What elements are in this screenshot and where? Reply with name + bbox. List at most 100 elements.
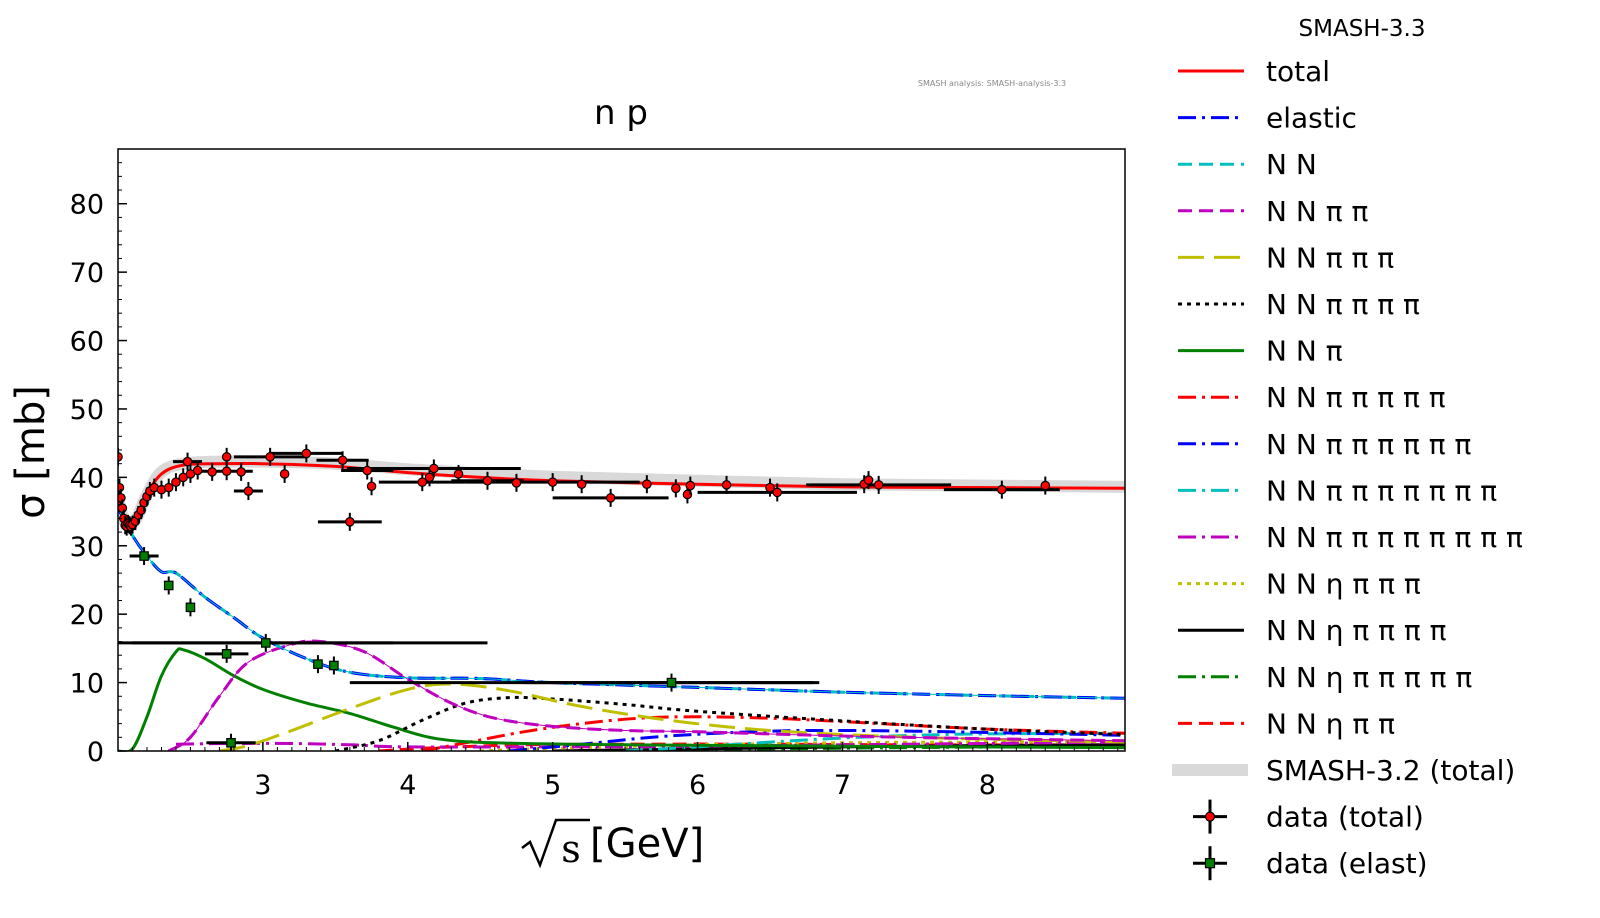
data-point-total (685, 480, 696, 491)
y-axis-label: σ [mb] (8, 385, 54, 519)
data-point-elast (139, 551, 149, 561)
data-point-total (576, 479, 587, 490)
analysis-note: SMASH analysis: SMASH-analysis-3.3 (918, 79, 1066, 88)
legend-label: N N η π π π π (1266, 614, 1447, 647)
chart-title: n p (594, 93, 648, 133)
legend-marker (1204, 858, 1216, 869)
data-point-total (118, 482, 125, 493)
series-n-n-pi-pi-pi-pi-pi-pi-pi-pi (175, 740, 1125, 749)
legend-item-n-n-pi-pi-pi-pi-pi-pi: N N π π π π π π (1178, 428, 1471, 461)
x-tick-label: 6 (689, 770, 706, 801)
legend-label: N N π π (1266, 195, 1368, 228)
data-point-total (424, 472, 435, 483)
series-n-n-thin (118, 507, 1125, 699)
data-point-total (301, 448, 312, 459)
legend-label: N N (1266, 148, 1317, 181)
data-point-elast (163, 580, 174, 591)
legend-label: N N η π π π (1266, 568, 1421, 601)
data-point-total (721, 480, 732, 490)
y-tick-label: 50 (70, 395, 104, 426)
data-point-total (279, 469, 290, 479)
legend-item-n-n-pi-pi: N N π π (1178, 195, 1368, 228)
legend-label: N N π π π π π π π (1266, 474, 1497, 507)
data-point-total (243, 486, 254, 496)
data-point-total (221, 452, 232, 462)
data-point-total (171, 477, 181, 487)
legend-label: data (elast) (1266, 847, 1428, 880)
data-point-elast (185, 602, 196, 613)
legend: SMASH-3.3 total elastic N N N N π π N N π π … (1172, 16, 1523, 881)
data-point-total (221, 466, 232, 477)
x-tick-label: 8 (979, 770, 996, 801)
legend-item-smash-3-2-total: SMASH-3.2 (total) (1172, 754, 1515, 787)
legend-item-n-n-pi: N N π (1178, 335, 1343, 368)
y-tick-label: 0 (87, 737, 104, 768)
y-tick-label: 10 (70, 669, 104, 700)
legend-label: total (1266, 55, 1330, 88)
data-point-elast (221, 649, 232, 659)
series-n-n-pi-pi-pi-pi-pi-pi (509, 728, 1125, 751)
data-point-total (863, 475, 874, 485)
x-axis-label-text: [GeV] (590, 821, 704, 867)
series-n-n (118, 507, 1125, 700)
x-axis-label: s [GeV] (521, 818, 704, 871)
data-point-total (605, 493, 616, 503)
series-n-n-pi-pi-thin (168, 640, 1125, 751)
series-elastic (118, 507, 1125, 700)
data-point-total (417, 477, 428, 487)
y-tick-label: 20 (70, 600, 104, 631)
legend-label: N N π π π (1266, 241, 1394, 274)
x-axis-label-symbol: s (561, 827, 581, 871)
data-point-elast (260, 638, 271, 648)
data-point-total (163, 482, 174, 493)
legend-item-n-n: N N (1178, 148, 1317, 181)
legend-item-n-n-pi-pi-pi-pi: N N π π π π (1178, 288, 1420, 321)
legend-label: data (total) (1266, 801, 1424, 834)
y-tick-label: 60 (70, 327, 104, 358)
plot-frame (117, 148, 1126, 752)
legend-label: N N η π π (1266, 707, 1395, 740)
legend-item-n-n-pi-pi-pi-pi-pi-pi-pi-pi: N N π π π π π π π π (1178, 521, 1523, 554)
data-point-total (265, 452, 275, 462)
legend-item-n-n-eta-pi-pi-pi-pi: N N η π π π π (1178, 614, 1447, 647)
legend-marker (1204, 811, 1216, 822)
data-point-total (1040, 480, 1051, 491)
legend-item-data-total: data (total) (1193, 799, 1424, 834)
legend-item-n-n-eta-pi-pi: N N η π π (1178, 707, 1395, 740)
legend-label: N N η π π π π π (1266, 661, 1472, 694)
data-point-total (192, 465, 203, 476)
data-point-total (765, 482, 775, 493)
data-point-elast (329, 660, 339, 671)
legend-item-n-n-eta-pi-pi-pi: N N η π π π (1178, 568, 1421, 601)
data-point-total (642, 479, 652, 490)
legend-title: SMASH-3.3 (1299, 16, 1426, 42)
y-axis: 0 10 20 30 40 50 60 70 80 (70, 162, 127, 768)
data-point-total (511, 478, 522, 488)
x-tick-label: 5 (544, 770, 561, 801)
series-n-n-pi (118, 647, 1125, 751)
x-tick-label: 7 (834, 770, 851, 801)
data-point-total (182, 456, 193, 467)
legend-item-n-n-eta-pi-pi-pi-pi-pi: N N η π π π π π (1178, 661, 1472, 694)
legend-item-total: total (1178, 55, 1330, 88)
data-point-elast (666, 677, 677, 688)
data-point-total (366, 481, 377, 492)
legend-label: N N π π π π π π (1266, 428, 1471, 461)
y-tick-label: 70 (70, 258, 104, 289)
series-smash-3-2-total (118, 455, 1125, 532)
data-point-elast (313, 659, 323, 669)
data-point-total (345, 517, 355, 527)
x-tick-label: 3 (254, 770, 271, 801)
legend-label: N N π π π π π π π π (1266, 521, 1523, 554)
data-point-total (429, 463, 439, 474)
legend-item-data-elast: data (elast) (1193, 846, 1428, 881)
data-point-total (772, 487, 783, 498)
legend-label: N N π π π π π (1266, 381, 1446, 414)
series-n-n-pi-pi-pi (219, 682, 1125, 751)
legend-item-elastic: elastic (1178, 102, 1357, 135)
legend-label: N N π π π π (1266, 288, 1420, 321)
data-point-total (547, 477, 558, 487)
data-point-total (207, 467, 217, 477)
data-point-elast (226, 737, 236, 748)
